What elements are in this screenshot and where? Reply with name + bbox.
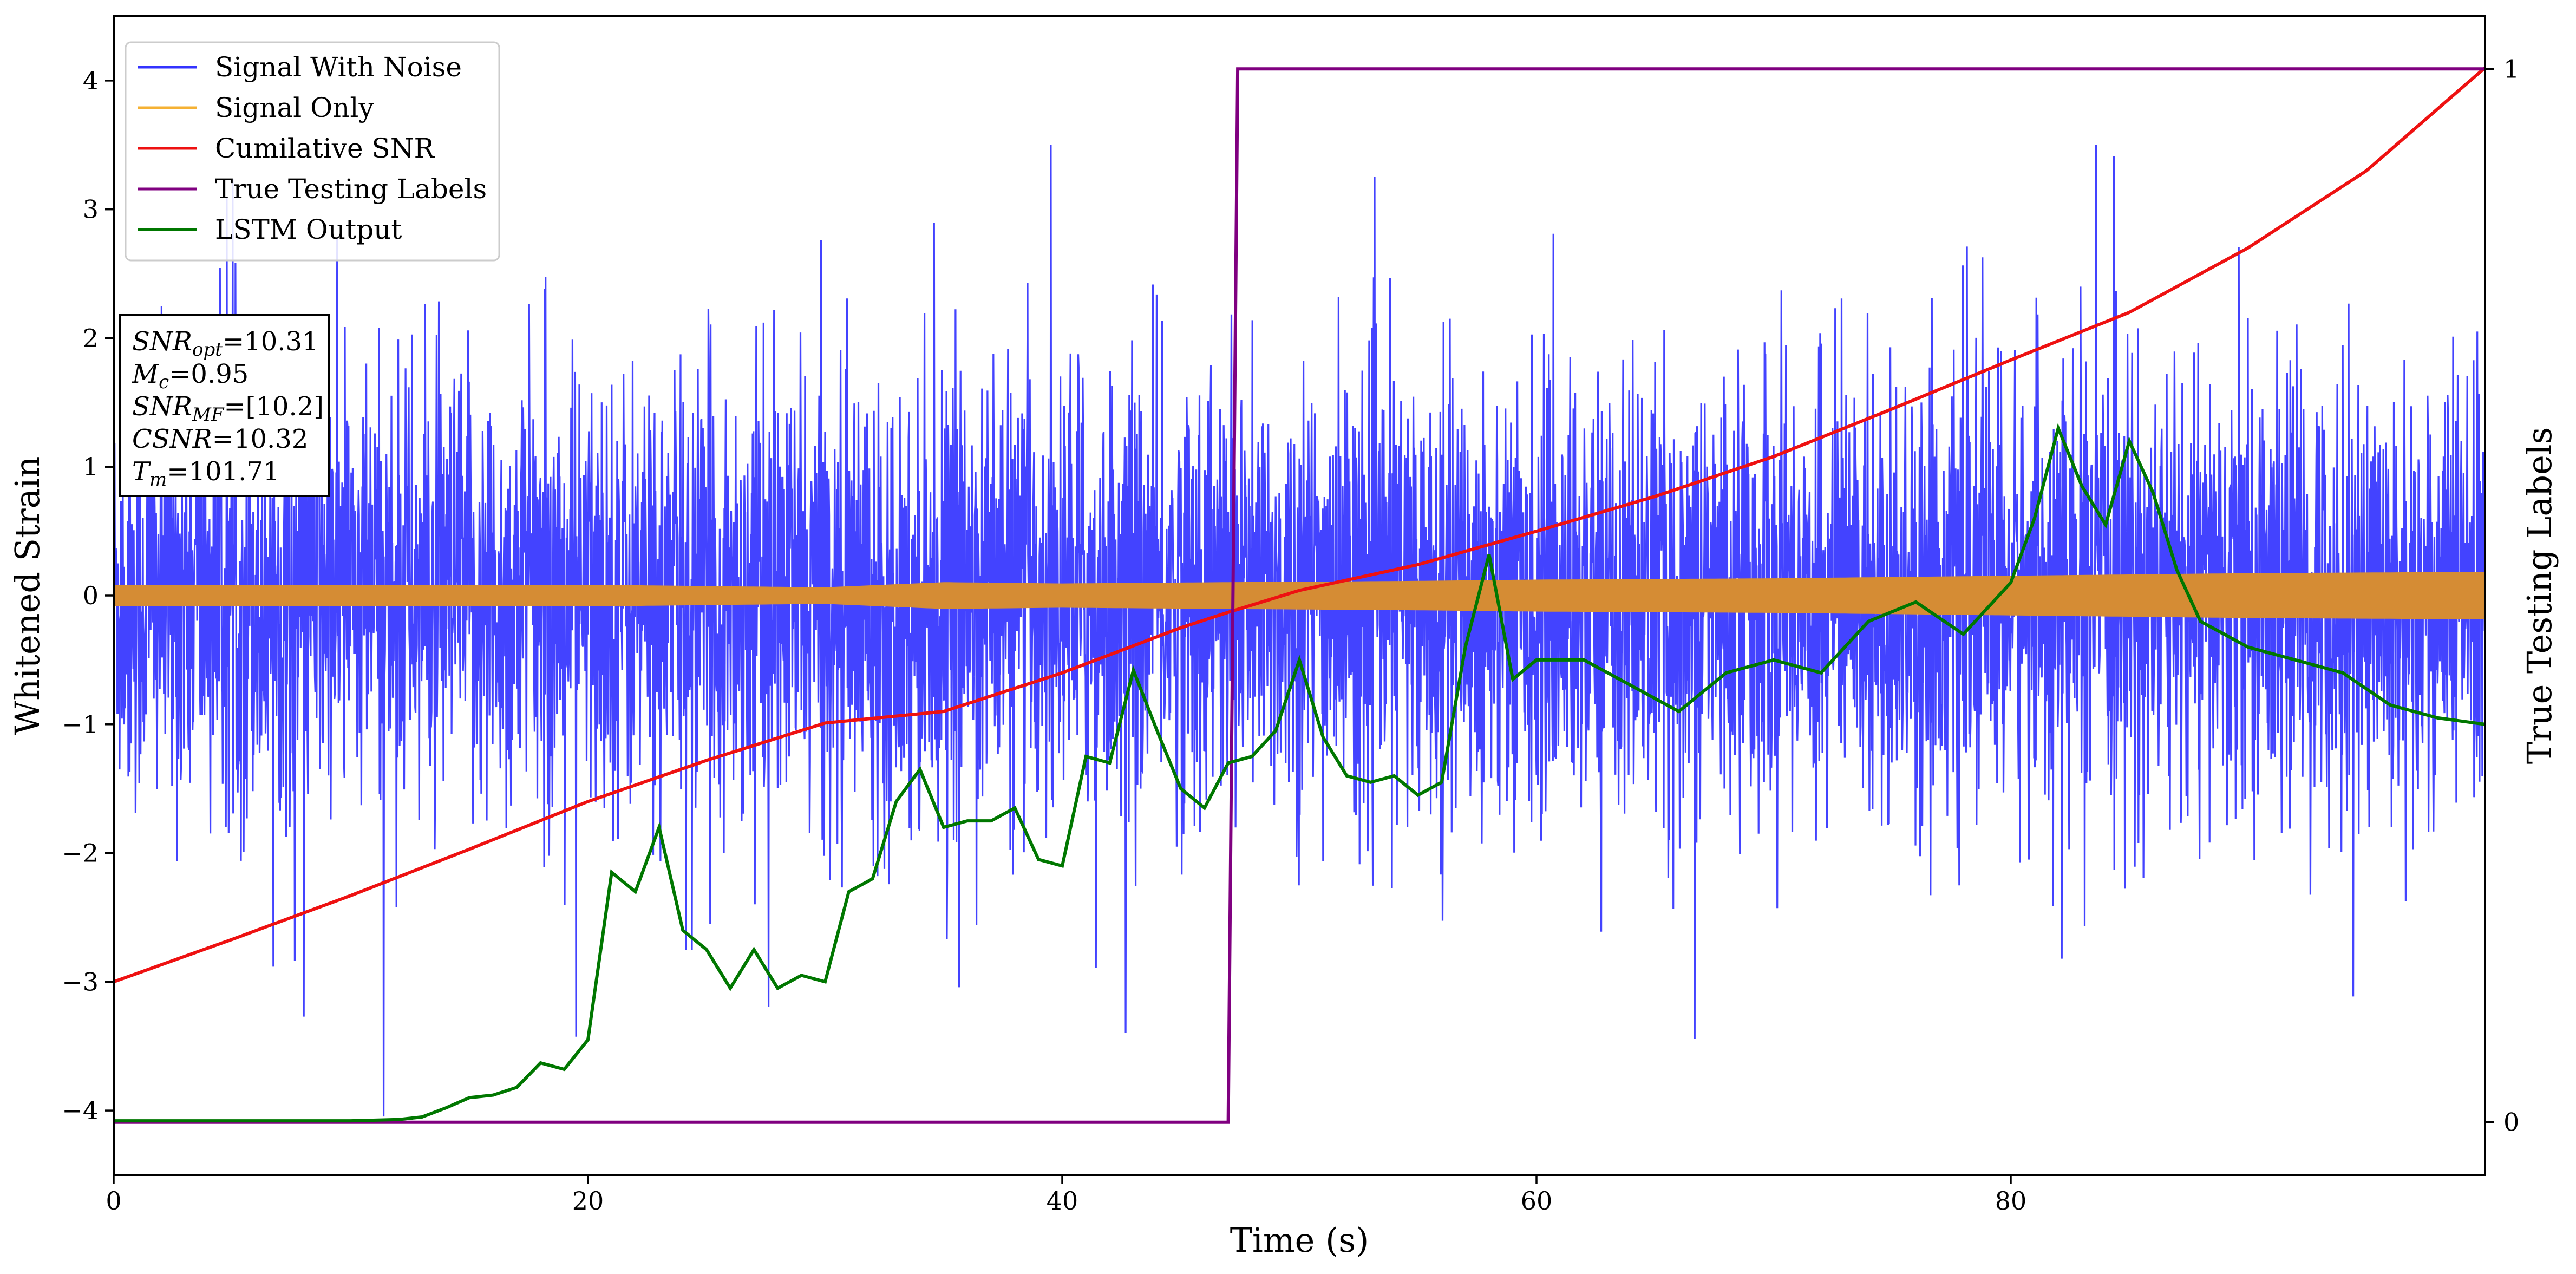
y-tick-label: 1	[83, 452, 99, 481]
x-tick-label: 60	[1521, 1186, 1553, 1216]
y-tick-label: −4	[62, 1096, 99, 1125]
annotation-line: Mc=0.95	[132, 359, 249, 393]
annotation-line: Tm=101.71	[132, 456, 279, 491]
x-tick-label: 0	[106, 1186, 121, 1216]
x-tick-label: 40	[1047, 1186, 1078, 1216]
series-signal-only	[114, 572, 2485, 619]
series-signal-with-noise	[114, 145, 2485, 1117]
y-tick-label: 3	[83, 195, 99, 224]
y-axis-left: −4 −3 −2 −1 0 1 2 3 4	[62, 66, 114, 1125]
y-tick-label: 2	[83, 323, 99, 352]
series-lstm-output	[114, 423, 2485, 1123]
annotation-line: SNRMF=[10.2]	[132, 391, 324, 426]
y-axis-title: Whitened Strain	[8, 456, 47, 735]
series-cumilative-snr	[114, 66, 2485, 984]
y-tick-label: 0	[83, 581, 99, 610]
legend-label: LSTM Output	[215, 214, 402, 245]
legend-label: Signal With Noise	[215, 51, 462, 83]
legend-frame	[125, 41, 500, 262]
x-tick-label: 20	[572, 1186, 604, 1216]
x-tick-label: 80	[1995, 1186, 2027, 1216]
y-right-tick-label: 0	[2503, 1108, 2519, 1137]
annotation-line: SNRopt=10.31	[132, 326, 319, 361]
y-tick-label: 4	[83, 66, 99, 95]
series-layer	[114, 66, 2485, 1124]
legend-label: True Testing Labels	[215, 173, 487, 205]
y-right-tick-label: 1	[2503, 54, 2519, 83]
annotation-frame	[119, 314, 330, 497]
legend-label: Signal Only	[215, 92, 374, 123]
legend-label: Cumilative SNR	[215, 133, 435, 164]
y-tick-label: −3	[62, 967, 99, 996]
x-axis: 0 20 40 60 80	[106, 1175, 2026, 1216]
y-axis-right-title: True Testing Labels	[2520, 427, 2559, 765]
annotation-box: SNRopt=10.31Mc=0.95SNRMF=[10.2]CSNR=10.3…	[119, 314, 330, 497]
y-tick-label: −1	[62, 710, 99, 739]
annotation-line: CSNR=10.32	[132, 424, 308, 454]
legend: Signal With Noise Signal Only Cumilative S…	[125, 41, 500, 262]
x-axis-title: Time (s)	[1230, 1220, 1369, 1260]
series-true-testing-labels	[114, 67, 2485, 1124]
y-tick-label: −2	[62, 839, 99, 868]
y-axis-right: 01	[2485, 54, 2519, 1137]
